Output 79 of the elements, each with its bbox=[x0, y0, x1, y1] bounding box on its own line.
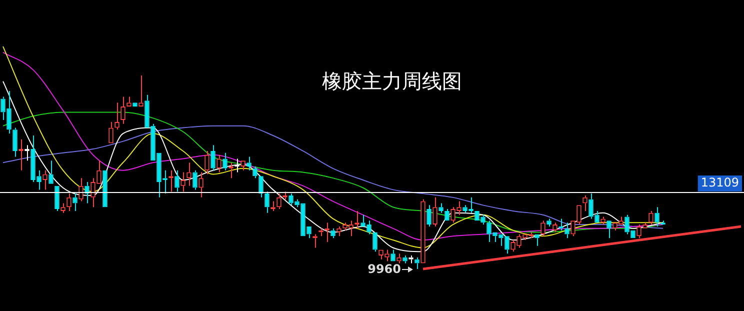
chart-title: 橡胶主力周线图 bbox=[321, 68, 463, 95]
candlestick bbox=[276, 193, 282, 210]
candlestick bbox=[396, 253, 402, 264]
candlestick bbox=[444, 208, 450, 221]
candlestick bbox=[240, 160, 246, 171]
candlestick bbox=[96, 160, 102, 184]
candlestick bbox=[480, 214, 486, 226]
candlestick bbox=[654, 206, 660, 227]
candlestick bbox=[150, 123, 156, 161]
candlestick bbox=[30, 134, 36, 182]
candlestick bbox=[522, 234, 528, 241]
candlestick bbox=[216, 154, 222, 173]
candlestick bbox=[576, 205, 582, 226]
candlestick bbox=[330, 228, 336, 239]
candlestick bbox=[642, 222, 648, 228]
candlestick bbox=[594, 210, 600, 223]
candlestick bbox=[456, 200, 462, 216]
candlestick bbox=[66, 193, 72, 212]
candlestick bbox=[156, 152, 162, 198]
candlestick bbox=[36, 170, 42, 190]
candlestick bbox=[426, 204, 432, 227]
candlestick bbox=[618, 216, 624, 225]
candlestick bbox=[366, 220, 372, 235]
candlestick bbox=[612, 222, 618, 231]
annotation: 13109 bbox=[700, 176, 739, 190]
candlestick bbox=[486, 220, 492, 242]
candlestick bbox=[258, 176, 264, 198]
candlestick bbox=[636, 224, 642, 239]
candlestick bbox=[120, 96, 126, 124]
candlestick bbox=[534, 234, 540, 246]
candlestick bbox=[336, 226, 342, 237]
candlestick bbox=[54, 186, 60, 212]
candlestick bbox=[342, 222, 348, 231]
candlestick bbox=[306, 226, 312, 239]
candlestick bbox=[348, 220, 354, 237]
candlestick bbox=[498, 234, 504, 246]
candlestick bbox=[570, 220, 576, 237]
candlestick bbox=[624, 214, 630, 235]
candlestick bbox=[138, 74, 144, 106]
candlestick bbox=[108, 121, 114, 144]
candlestick bbox=[504, 236, 510, 254]
candlestick bbox=[144, 94, 150, 128]
candlestick bbox=[174, 170, 180, 192]
candlestick bbox=[210, 144, 216, 171]
candlestick bbox=[384, 249, 390, 262]
candlestick bbox=[420, 198, 426, 264]
candlestick bbox=[6, 90, 12, 134]
candlestick bbox=[198, 172, 204, 198]
candlestick bbox=[264, 191, 270, 214]
candlestick bbox=[90, 178, 96, 208]
candlestick bbox=[462, 204, 468, 214]
candlestick bbox=[0, 96, 6, 121]
candlestick bbox=[516, 234, 522, 248]
candlestick bbox=[192, 170, 198, 190]
candlestick bbox=[546, 218, 552, 227]
candlestick bbox=[288, 193, 294, 206]
candlestick bbox=[588, 193, 594, 220]
candlestick bbox=[390, 249, 396, 262]
candlestick bbox=[432, 196, 438, 227]
candlestick bbox=[78, 178, 84, 202]
annotation: 9960 bbox=[368, 262, 401, 276]
candlestick bbox=[204, 150, 210, 175]
candlestick bbox=[372, 232, 378, 252]
candlestick bbox=[60, 202, 66, 214]
candlestick bbox=[222, 152, 228, 171]
candlestick bbox=[252, 166, 258, 179]
candlestick bbox=[564, 222, 570, 239]
candlestick bbox=[600, 216, 606, 226]
candlestick bbox=[450, 206, 456, 224]
candlestick bbox=[360, 214, 366, 226]
candlestick bbox=[438, 202, 444, 214]
candlestick bbox=[72, 193, 78, 212]
candlestick bbox=[246, 156, 252, 171]
candlestick bbox=[126, 96, 132, 106]
candlestick bbox=[48, 160, 54, 184]
candlestick bbox=[12, 127, 18, 158]
candlestick bbox=[540, 220, 546, 237]
candlestick bbox=[402, 255, 408, 264]
candlestick bbox=[648, 210, 654, 226]
